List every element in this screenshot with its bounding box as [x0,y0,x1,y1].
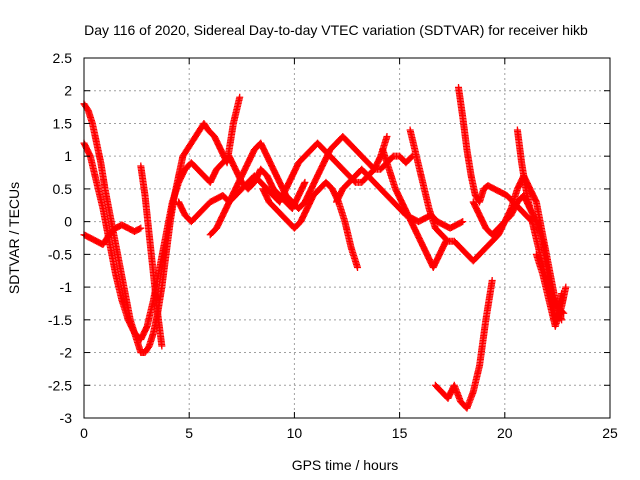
y-tick-label: -3 [60,410,73,426]
x-tick-label: 10 [287,425,303,441]
y-tick-label: 2.5 [53,50,73,66]
data-point [137,224,145,232]
data-point [459,218,467,226]
y-axis-ticks: -3 -2.5 -2 -1.5 -1 -0.5 0 0.5 1 1.5 2 2.5 [48,50,610,426]
y-tick-label: 1 [64,148,72,164]
x-tick-label: 25 [602,425,618,441]
x-tick-label: 0 [80,425,88,441]
data-point [457,218,465,226]
x-axis-label: GPS time / hours [292,457,399,473]
y-tick-label: 0.5 [53,181,73,197]
x-tick-label: 5 [185,425,193,441]
chart-title: Day 116 of 2020, Sidereal Day-to-day VTE… [84,22,588,38]
x-axis-ticks: 0 5 10 15 20 25 [80,58,618,441]
x-tick-label: 20 [497,425,513,441]
data-points [80,83,570,412]
data-point [301,178,309,186]
y-tick-label: 0 [64,214,72,230]
y-tick-label: -0.5 [48,246,72,262]
data-point [158,342,166,350]
data-point [136,225,144,233]
grid-lines [84,58,610,418]
data-point [383,133,391,141]
plot-frame [83,57,611,419]
data-point [354,263,362,271]
y-tick-label: -1.5 [48,312,72,328]
y-tick-label: -1 [60,279,73,295]
y-tick-label: -2.5 [48,377,72,393]
y-tick-label: -2 [60,345,73,361]
data-point [236,93,244,101]
data-point [562,283,570,291]
data-point [526,205,534,213]
y-tick-label: 2 [64,83,72,99]
data-point [488,277,496,285]
y-tick-label: 1.5 [53,115,73,131]
y-axis-label: SDTVAR / TECUs [6,182,22,294]
x-tick-label: 15 [392,425,408,441]
